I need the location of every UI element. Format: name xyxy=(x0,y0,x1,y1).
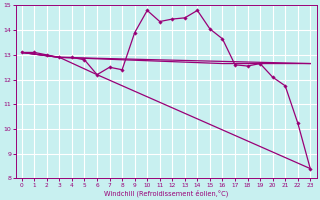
X-axis label: Windchill (Refroidissement éolien,°C): Windchill (Refroidissement éolien,°C) xyxy=(104,189,228,197)
